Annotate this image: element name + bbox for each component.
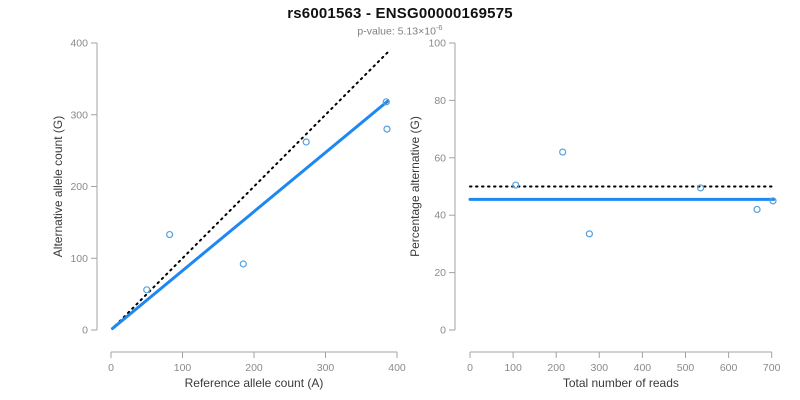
x-tick-label: 200 [245,362,263,374]
x-axis-title: Reference allele count (A) [185,376,324,390]
y-tick-label: 0 [82,325,88,337]
x-tick-label: 400 [634,362,652,374]
data-point [383,125,391,133]
y-tick-label: 0 [440,325,446,337]
data-point [166,230,174,239]
p-value-text: p-value: 5.13×10 [357,25,436,38]
data-point [512,181,520,189]
y-tick-label: 100 [70,253,88,265]
plot-subtitle: p-value: 5.13×10-6 [0,23,800,38]
x-axis-title: Total number of reads [563,376,679,390]
data-point [585,230,593,238]
data-point [239,260,247,268]
y-tick-label: 200 [70,181,88,193]
regression-line [110,99,390,331]
y-tick-label: 80 [434,95,446,107]
data-point [696,184,705,192]
x-tick-label: 300 [317,362,335,374]
y-tick-label: 20 [434,267,446,279]
x-tick-label: 0 [108,362,114,374]
y-tick-label: 300 [70,109,88,121]
identity-line [114,50,390,327]
x-tick-label: 300 [591,362,609,374]
data-point [769,197,777,205]
x-tick-label: 100 [174,362,192,374]
y-tick-label: 100 [428,38,446,50]
x-tick-label: 0 [467,362,473,374]
y-tick-label: 40 [434,210,446,222]
x-tick-label: 700 [763,362,781,374]
x-tick-label: 500 [677,362,695,374]
scatter-panel-1: 0 100 200 300 400 0 100 200 300 400 Reference alle… [51,38,406,391]
data-point [302,138,310,146]
data-point [143,286,151,294]
x-tick-label: 100 [504,362,522,374]
p-value-exponent: -6 [435,23,443,32]
scatter-panel-2: 0 20 40 60 80 100 0 100 200 300 400 500 600 700 Total … [408,38,781,391]
x-tick-label: 400 [388,362,406,374]
data-point [559,148,567,156]
y-axis-title: Percentage alternative (G) [408,116,422,257]
y-tick-label: 400 [70,38,88,50]
data-point [382,98,390,106]
y-tick-label: 60 [434,152,446,164]
x-tick-label: 200 [547,362,565,374]
y-axis-title: Alternative allele count (G) [51,116,65,257]
plot-title: rs6001563 - ENSG00000169575 [287,5,513,22]
x-tick-label: 600 [720,362,738,374]
data-point [753,205,761,214]
